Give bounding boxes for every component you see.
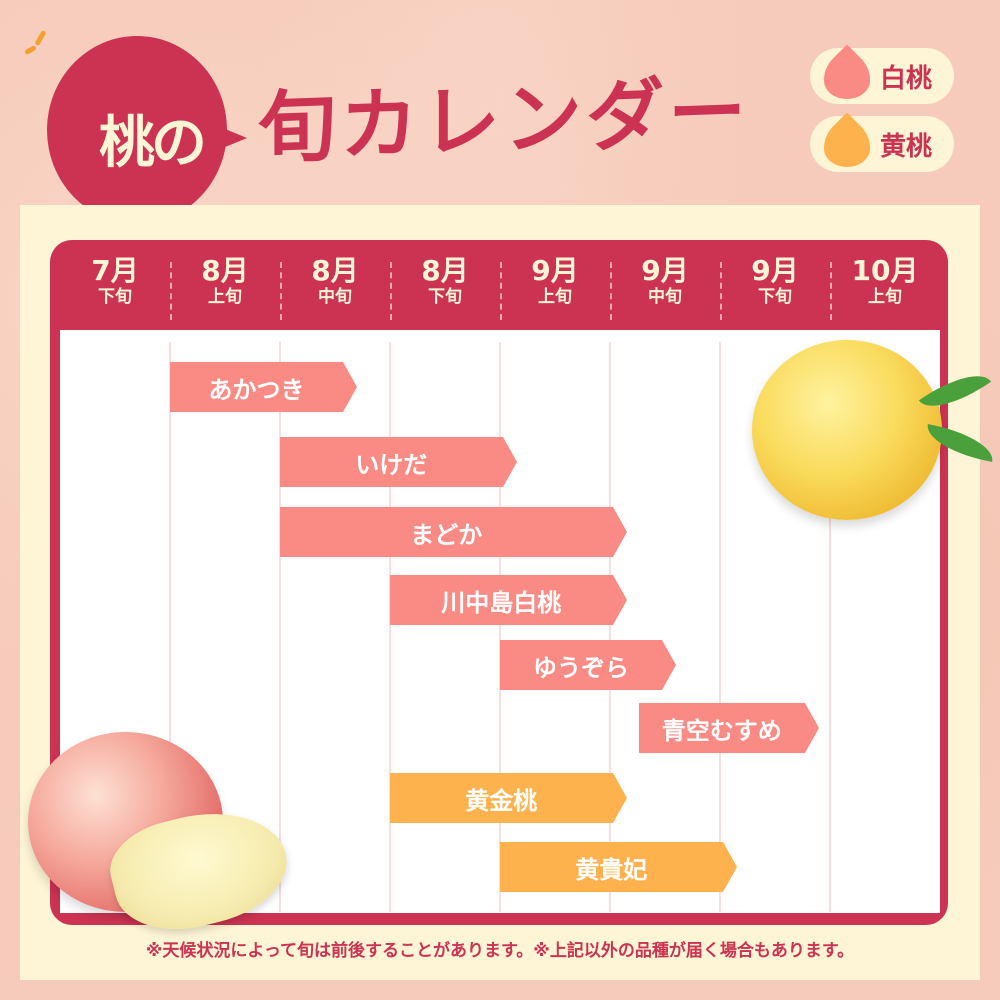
season-bar: いけだ: [280, 437, 517, 487]
footer-note: ※天候状況によって旬は前後することがあります。※上記以外の品種が届く場合もありま…: [145, 941, 855, 961]
column-header: 9月 下旬: [720, 254, 830, 308]
arrow-tip: [612, 507, 627, 557]
grid-line: [719, 342, 721, 912]
season-bar: 川中島白桃: [390, 575, 627, 625]
season-bar: まどか: [280, 507, 627, 557]
month-label: 10月: [851, 254, 919, 287]
season-bar: ゆうぞら: [500, 640, 676, 690]
arrow-tip: [612, 773, 627, 823]
period-label: 下旬: [98, 287, 132, 307]
header-divider: [280, 262, 282, 320]
column-header: 8月 上旬: [170, 254, 280, 308]
grid-line: [169, 342, 171, 912]
arrow-tip: [502, 437, 517, 487]
grid-line: [279, 342, 281, 912]
column-header: 8月 中旬: [280, 254, 390, 308]
title-bubble: 桃の: [47, 36, 247, 224]
arrow-tip: [343, 362, 357, 412]
variety-label: 青空むすめ: [661, 716, 782, 745]
month-label: 9月: [641, 254, 689, 287]
variety-label: 川中島白桃: [441, 588, 562, 617]
header-divider: [500, 262, 502, 320]
legend-label: 白桃: [880, 63, 933, 94]
season-bar: あかつき: [170, 362, 357, 412]
period-label: 中旬: [648, 287, 682, 307]
column-header: 8月 下旬: [390, 254, 500, 308]
column-header: 9月 中旬: [610, 254, 720, 308]
column-header: 9月 上旬: [500, 254, 610, 308]
month-label: 9月: [751, 254, 799, 287]
period-label: 上旬: [538, 287, 572, 307]
season-bar: 黄貴妃: [500, 842, 737, 892]
month-label: 9月: [531, 254, 579, 287]
variety-label: 黄金桃: [465, 786, 538, 815]
header-divider: [390, 262, 392, 320]
header-divider: [720, 262, 722, 320]
header-divider: [610, 262, 612, 320]
column-header: 10月 上旬: [830, 254, 940, 308]
period-label: 下旬: [428, 287, 462, 307]
arrow-tip: [662, 640, 676, 690]
yellow-peach-image: [752, 340, 942, 520]
month-label: 7月: [91, 254, 139, 287]
page-title: 旬カレンダー: [258, 67, 751, 175]
month-label: 8月: [421, 254, 469, 287]
grid-line: [829, 342, 831, 912]
legend-label: 黄桃: [880, 131, 933, 162]
grid-line: [609, 342, 611, 912]
header-divider: [830, 262, 832, 320]
legend-yellow-peach: 黄桃: [810, 116, 954, 172]
header-divider: [170, 262, 172, 320]
variety-label: あかつき: [208, 375, 305, 404]
season-bar: 青空むすめ: [638, 703, 819, 753]
arrow-tip: [804, 703, 819, 753]
column-header: 7月 下旬: [60, 254, 170, 308]
legend-white-peach: 白桃: [810, 48, 954, 104]
grid-line: [499, 342, 501, 912]
period-label: 上旬: [868, 287, 902, 307]
period-label: 中旬: [318, 287, 352, 307]
arrow-tip: [722, 842, 737, 892]
period-label: 下旬: [758, 287, 792, 307]
month-label: 8月: [201, 254, 249, 287]
grid-line: [389, 342, 391, 912]
variety-label: まどか: [410, 520, 483, 549]
variety-label: 黄貴妃: [575, 855, 648, 884]
variety-label: ゆうぞら: [533, 653, 629, 682]
peach-drop-icon: [824, 53, 870, 99]
season-bar: 黄金桃: [390, 773, 627, 823]
period-label: 上旬: [208, 287, 242, 307]
variety-label: いけだ: [355, 450, 428, 479]
month-label: 8月: [311, 254, 359, 287]
bubble-text: 桃の: [99, 111, 207, 176]
peach-drop-icon: [824, 121, 870, 167]
arrow-tip: [612, 575, 627, 625]
